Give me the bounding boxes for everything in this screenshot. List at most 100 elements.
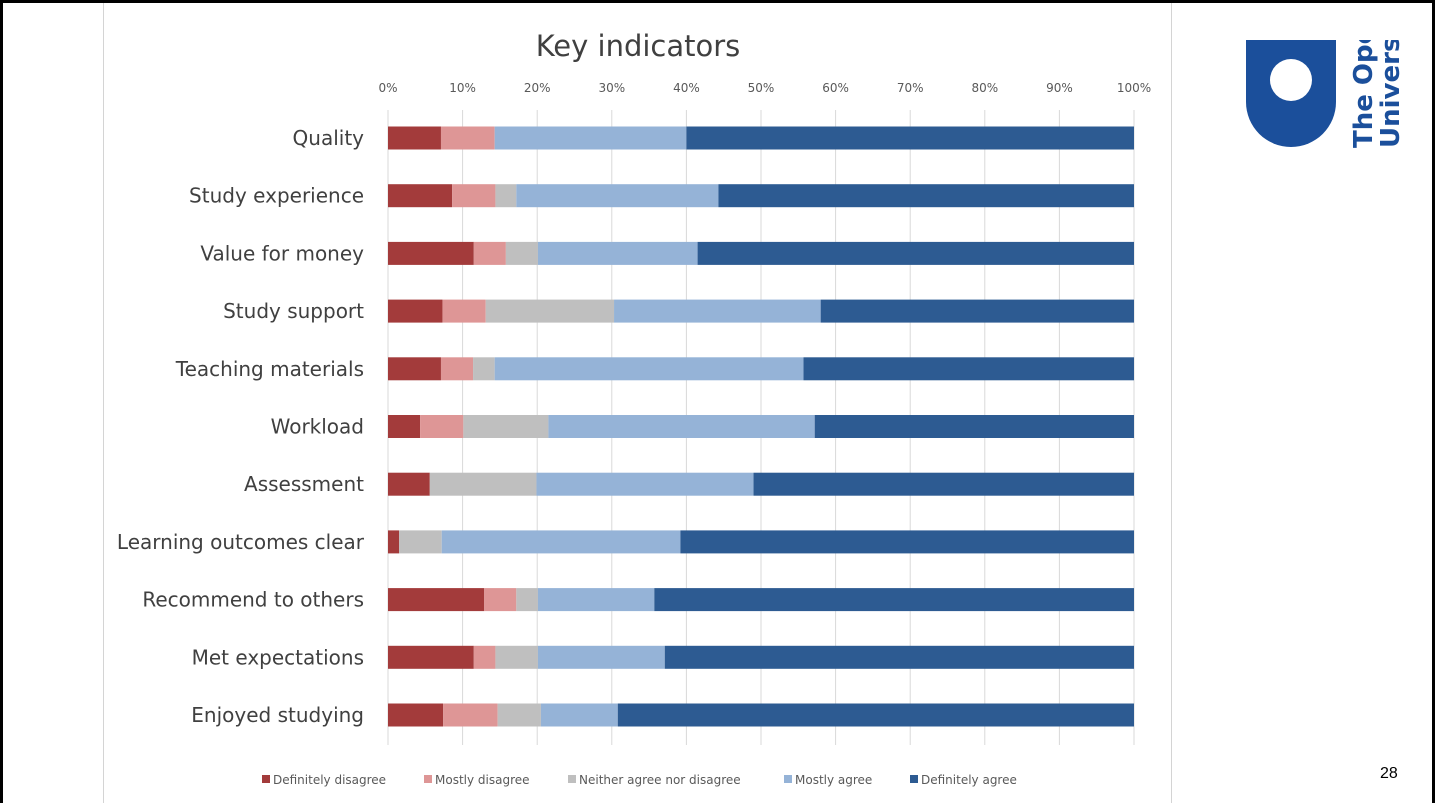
x-tick-label: 60% — [822, 81, 849, 95]
bar-segment — [536, 472, 754, 496]
category-label: Quality — [293, 126, 365, 150]
bar-segment — [388, 126, 441, 150]
bar-segment — [485, 299, 615, 323]
page-number: 28 — [1380, 765, 1398, 782]
bar-segment — [680, 530, 1134, 554]
legend: Definitely disagree Mostly disagree Neithe… — [262, 773, 1017, 787]
legend-label: Mostly disagree — [435, 773, 530, 787]
bar-segment — [440, 357, 474, 381]
chart-area-right-border — [1171, 3, 1172, 803]
legend-label: Neither agree nor disagree — [579, 773, 741, 787]
bar-segment — [537, 645, 665, 669]
logo-text-line2: University — [1376, 40, 1406, 148]
bar-segment — [494, 126, 687, 150]
bar-segment — [505, 241, 538, 265]
category-label: Enjoyed studying — [191, 703, 364, 727]
chart-area-left-border — [103, 3, 104, 803]
x-tick-label: 20% — [524, 81, 551, 95]
slide-frame-right — [1432, 0, 1435, 803]
bar-segment — [697, 241, 1134, 265]
bar-segment — [388, 645, 474, 669]
bar-segment — [463, 415, 549, 438]
x-tick-label: 40% — [673, 81, 700, 95]
bar-segment — [494, 357, 804, 381]
bar-segment — [388, 530, 400, 554]
legend-label: Definitely agree — [921, 773, 1017, 787]
bar-segment — [473, 645, 496, 669]
bar-segment — [452, 184, 496, 208]
bar-segment — [548, 415, 815, 438]
bar-segment — [388, 241, 474, 265]
category-label: Teaching materials — [175, 357, 364, 381]
bar-segment — [440, 126, 495, 150]
category-labels: Quality Study experience Value for money St… — [117, 126, 365, 727]
bar-segment — [537, 588, 655, 612]
legend-swatch — [568, 775, 576, 783]
bar-segment — [388, 184, 453, 208]
bar-segment — [388, 703, 444, 727]
bar-segment — [388, 588, 485, 612]
bar-segment — [537, 241, 698, 265]
category-label: Value for money — [200, 241, 364, 265]
bars — [388, 126, 1134, 727]
x-tick-label: 30% — [598, 81, 625, 95]
bar-segment — [399, 530, 442, 554]
x-tick-label: 90% — [1046, 81, 1073, 95]
bar-segment — [753, 472, 1134, 496]
legend-label: Mostly agree — [795, 773, 872, 787]
category-label: Study experience — [189, 184, 364, 208]
legend-swatch — [424, 775, 432, 783]
category-label: Met expectations — [192, 645, 364, 669]
bar-segment — [484, 588, 517, 612]
x-tick-label: 10% — [449, 81, 476, 95]
bar-segment — [420, 415, 464, 438]
bar-segment — [442, 299, 486, 323]
bar-segment — [443, 703, 498, 727]
legend-label: Definitely disagree — [273, 773, 386, 787]
bar-segment — [516, 588, 538, 612]
bar-segment — [686, 126, 1134, 150]
x-tick-label: 50% — [748, 81, 775, 95]
category-label: Recommend to others — [142, 588, 364, 612]
bar-segment — [473, 241, 506, 265]
bar-segment — [516, 184, 719, 208]
bar-segment — [540, 703, 618, 727]
legend-swatch — [262, 775, 270, 783]
x-axis-ticks: 0% 10% 20% 30% 40% 50% 60% 70% 80% 90% 100% — [378, 81, 1151, 95]
bar-segment — [388, 299, 443, 323]
logo-text-line1: The Open — [1349, 40, 1379, 148]
bar-segment — [718, 184, 1134, 208]
category-label: Learning outcomes clear — [117, 530, 365, 554]
slide-frame-top — [0, 0, 1435, 3]
bar-segment — [388, 415, 421, 438]
slide-frame-left — [0, 0, 3, 803]
x-tick-label: 100% — [1117, 81, 1151, 95]
bar-segment — [495, 184, 517, 208]
chart-title: Key indicators — [536, 29, 741, 63]
x-tick-label: 70% — [897, 81, 924, 95]
bar-segment — [495, 645, 538, 669]
bar-segment — [441, 530, 681, 554]
bar-segment — [388, 357, 441, 381]
x-tick-label: 80% — [971, 81, 998, 95]
open-university-logo: The Open University — [1246, 40, 1406, 148]
bar-segment — [654, 588, 1134, 612]
bar-segment — [497, 703, 541, 727]
category-label: Study support — [223, 299, 364, 323]
logo-circle — [1270, 59, 1312, 101]
bar-segment — [820, 299, 1134, 323]
bar-segment — [814, 415, 1134, 438]
bar-segment — [803, 357, 1134, 381]
x-tick-label: 0% — [378, 81, 397, 95]
bar-segment — [664, 645, 1134, 669]
bar-segment — [617, 703, 1134, 727]
legend-swatch — [910, 775, 918, 783]
bar-segment — [388, 472, 430, 496]
category-label: Assessment — [244, 472, 364, 496]
bar-segment — [429, 472, 537, 496]
legend-swatch — [784, 775, 792, 783]
category-label: Workload — [271, 415, 364, 439]
bar-segment — [614, 299, 821, 323]
bar-segment — [473, 357, 495, 381]
